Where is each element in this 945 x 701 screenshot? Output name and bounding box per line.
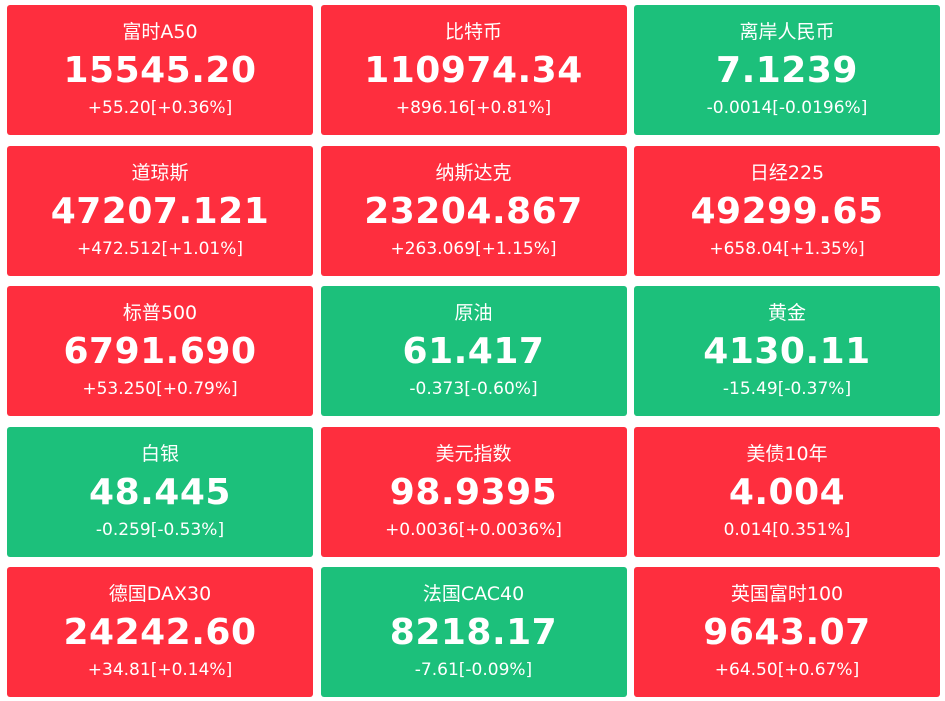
tile-name: 白银	[140, 442, 179, 465]
tile-price: 47207.121	[50, 190, 270, 232]
tile-price: 48.445	[89, 471, 231, 513]
tile-change: +472.512[+1.01%]	[76, 238, 244, 259]
tile-cac40[interactable]: 法国CAC40 8218.17 -7.61[-0.09%]	[320, 567, 627, 697]
tile-price: 4130.11	[703, 331, 871, 372]
tile-change: -15.49[-0.37%]	[722, 379, 852, 399]
tile-price: 8218.17	[389, 612, 558, 653]
tile-silver[interactable]: 白银 48.445 -0.259[-0.53%]	[7, 426, 313, 557]
tile-price: 4.004	[728, 471, 846, 513]
tile-change: +53.250[+0.79%]	[82, 379, 238, 399]
tile-change: +55.20[+0.36%]	[87, 98, 233, 118]
tile-change: +263.069[+1.15%]	[390, 238, 557, 259]
tile-change: 0.014[0.351%]	[723, 519, 851, 540]
tile-nasdaq[interactable]: 纳斯达克 23204.867 +263.069[+1.15%]	[320, 145, 627, 276]
tile-name: 美元指数	[435, 442, 512, 465]
tile-bitcoin[interactable]: 比特币 110974.34 +896.16[+0.81%]	[320, 5, 627, 135]
tile-name: 法国CAC40	[422, 583, 525, 605]
tile-gold[interactable]: 黄金 4130.11 -15.49[-0.37%]	[634, 286, 940, 416]
tile-name: 原油	[454, 302, 493, 324]
tile-dow-jones[interactable]: 道琼斯 47207.121 +472.512[+1.01%]	[7, 145, 313, 276]
tile-change: -0.259[-0.53%]	[95, 519, 225, 540]
tile-name: 黄金	[767, 302, 806, 324]
tile-change: -0.373[-0.60%]	[409, 379, 538, 399]
tile-dollar-index[interactable]: 美元指数 98.9395 +0.0036[+0.0036%]	[320, 426, 627, 557]
tile-dax30[interactable]: 德国DAX30 24242.60 +34.81[+0.14%]	[7, 567, 313, 697]
tile-sp500[interactable]: 标普500 6791.690 +53.250[+0.79%]	[7, 286, 313, 416]
tile-change: +658.04[+1.35%]	[709, 238, 865, 259]
tile-price: 7.1239	[716, 50, 858, 91]
tile-change: +64.50[+0.67%]	[714, 660, 860, 680]
tile-name: 离岸人民币	[739, 21, 835, 43]
tile-name: 纳斯达克	[435, 161, 512, 184]
market-tiles-grid: 富时A50 15545.20 +55.20[+0.36%] 比特币 110974…	[7, 5, 940, 697]
tile-price: 49299.65	[690, 190, 884, 232]
tile-price: 9643.07	[703, 612, 871, 653]
tile-change: -7.61[-0.09%]	[414, 660, 533, 680]
tile-ftse-a50[interactable]: 富时A50 15545.20 +55.20[+0.36%]	[7, 5, 313, 135]
tile-price: 61.417	[402, 331, 545, 372]
tile-price: 6791.690	[63, 331, 257, 372]
tile-change: -0.0014[-0.0196%]	[706, 98, 868, 118]
tile-name: 德国DAX30	[108, 583, 212, 605]
tile-change: +896.16[+0.81%]	[395, 98, 552, 118]
tile-nikkei-225[interactable]: 日经225 49299.65 +658.04[+1.35%]	[634, 145, 940, 276]
tile-crude-oil[interactable]: 原油 61.417 -0.373[-0.60%]	[320, 286, 627, 416]
tile-price: 24242.60	[63, 612, 257, 653]
tile-change: +34.81[+0.14%]	[87, 660, 233, 680]
tile-name: 英国富时100	[730, 583, 844, 605]
tile-price: 23204.867	[364, 190, 583, 232]
tile-name: 美债10年	[746, 442, 828, 465]
tile-price: 15545.20	[63, 50, 257, 91]
tile-change: +0.0036[+0.0036%]	[385, 519, 562, 540]
tile-price: 110974.34	[364, 50, 583, 91]
tile-price: 98.9395	[389, 471, 558, 513]
tile-name: 比特币	[444, 21, 502, 43]
tile-offshore-cny[interactable]: 离岸人民币 7.1239 -0.0014[-0.0196%]	[634, 5, 940, 135]
tile-name: 富时A50	[122, 21, 198, 43]
tile-name: 日经225	[749, 161, 825, 184]
tile-name: 道琼斯	[131, 161, 189, 184]
tile-ftse-100[interactable]: 英国富时100 9643.07 +64.50[+0.67%]	[634, 567, 940, 697]
tile-us-10y-treasury[interactable]: 美债10年 4.004 0.014[0.351%]	[634, 426, 940, 557]
tile-name: 标普500	[122, 302, 198, 324]
